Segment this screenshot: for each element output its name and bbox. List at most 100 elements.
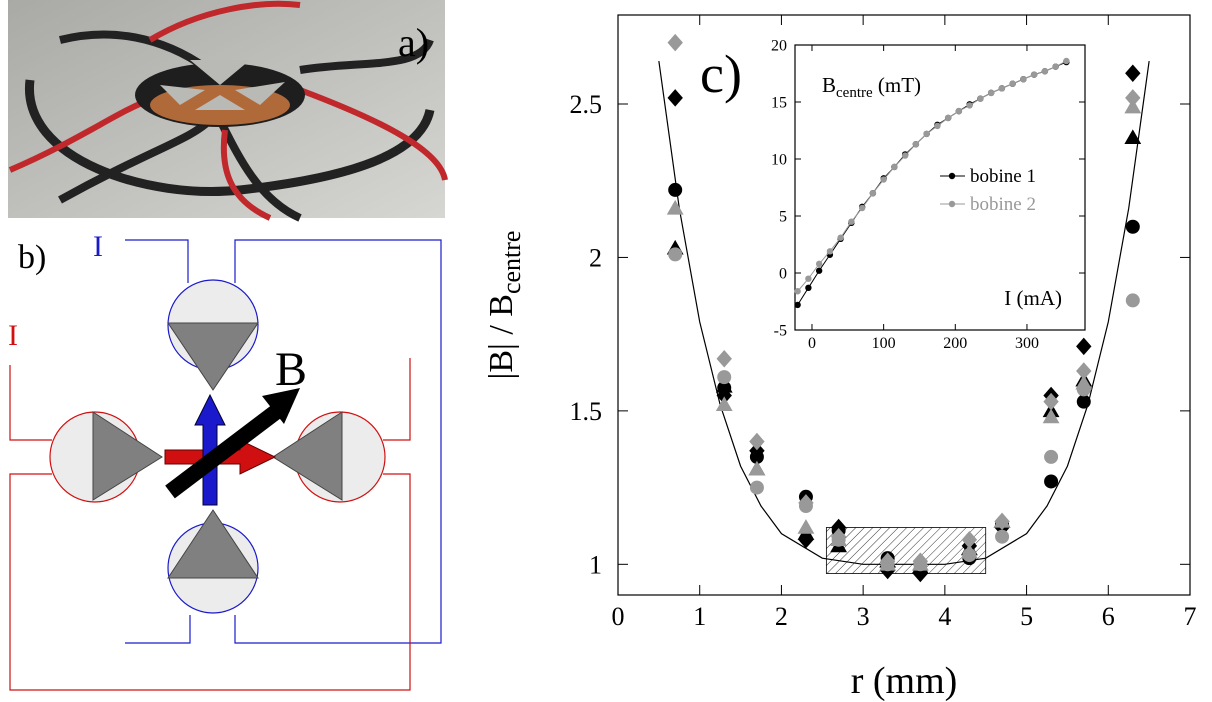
marker — [879, 555, 897, 571]
marker — [798, 494, 814, 512]
panel-label: b) — [18, 239, 46, 276]
marker — [998, 85, 1006, 92]
marker — [966, 102, 973, 109]
y-axis-label-unit: (mT) — [873, 73, 921, 97]
marker — [815, 267, 823, 274]
marker — [1124, 129, 1142, 145]
marker — [667, 33, 683, 52]
marker — [1125, 64, 1141, 83]
marker — [716, 349, 732, 368]
marker — [869, 190, 877, 197]
marker — [715, 377, 733, 393]
marker — [749, 432, 765, 451]
marker — [826, 248, 834, 255]
marker — [794, 301, 801, 309]
marker — [1075, 374, 1093, 390]
x-tick-label: 2 — [775, 602, 788, 631]
y-tick-label: 15 — [771, 95, 787, 112]
marker — [815, 260, 823, 268]
inset-chart: 0 100 200 300 -5 0 5 10 15 20 bobine 1 bobine 2 I (m… — [771, 38, 1086, 352]
marker — [716, 386, 732, 405]
marker — [923, 130, 930, 138]
x-tick-label: 1 — [693, 602, 706, 631]
legend-marker — [948, 172, 956, 180]
y-tick-label: 5 — [779, 209, 787, 226]
legend-label: bobine 2 — [970, 194, 1036, 215]
x-tick-label: 100 — [872, 335, 896, 352]
marker — [1124, 98, 1142, 114]
marker — [805, 284, 812, 292]
x-tick-label: 200 — [943, 335, 967, 352]
marker — [934, 122, 941, 130]
y-tick-label: 1 — [589, 550, 602, 579]
x-tick-label: 3 — [857, 602, 870, 631]
field-label: B — [275, 343, 307, 396]
x-tick-label: 0 — [612, 602, 625, 631]
photo: a) — [8, 0, 448, 222]
y-tick-label: 2.5 — [570, 90, 603, 119]
marker — [797, 519, 815, 534]
x-tick-label: 300 — [1015, 335, 1039, 352]
marker — [1076, 394, 1091, 409]
marker — [1044, 449, 1059, 464]
plot-frame — [617, 14, 1191, 596]
x-tick-label: 6 — [1102, 602, 1115, 631]
x-axis-label: r (mm) — [851, 660, 958, 702]
panel-label: c) — [700, 44, 742, 104]
marker — [830, 518, 847, 537]
marker — [891, 163, 898, 171]
marker — [1042, 408, 1060, 424]
marker — [858, 204, 866, 212]
x-tick-label: 0 — [808, 335, 816, 352]
marker — [749, 442, 765, 460]
marker — [1052, 63, 1059, 70]
marker — [1076, 362, 1092, 380]
marker — [993, 512, 1011, 528]
marker — [667, 89, 683, 107]
y-tick-label: 10 — [771, 152, 787, 169]
current-label: I — [8, 319, 18, 352]
marker — [961, 531, 978, 549]
marker — [837, 234, 844, 241]
y-axis-label: Bcentre (mT) — [822, 73, 921, 101]
x-tick-label: 7 — [1184, 602, 1197, 631]
marker — [1076, 337, 1092, 356]
marker — [1044, 474, 1059, 489]
y-tick-label: 1.5 — [570, 397, 603, 426]
x-tick-label: 4 — [938, 602, 951, 631]
marker — [901, 152, 909, 159]
inset-background — [795, 45, 1085, 330]
marker — [912, 140, 920, 148]
current-label: I — [93, 230, 103, 263]
marker — [944, 114, 952, 122]
y-axis-label: |B| / Bcentre — [483, 231, 526, 380]
marker — [805, 275, 812, 282]
marker — [1009, 80, 1016, 87]
y-axis-label-main: |B| / B — [483, 294, 520, 379]
marker — [848, 218, 855, 225]
y-tick-label: -5 — [774, 323, 787, 340]
y-tick-label: 20 — [771, 38, 787, 55]
y-axis-label-sub: centre — [497, 231, 526, 295]
marker — [668, 182, 683, 197]
marker — [1125, 219, 1140, 234]
marker — [960, 543, 978, 559]
marker — [715, 396, 733, 412]
marker — [830, 531, 848, 547]
marker — [987, 89, 995, 97]
diagram: b) I I B — [8, 230, 442, 691]
marker — [1030, 71, 1038, 78]
marker — [977, 95, 984, 102]
marker — [1020, 76, 1027, 83]
main-chart: 0 1 2 3 4 5 6 711.522.5c)r (mm)|B| / Bcentre — [483, 14, 1197, 702]
marker — [1043, 392, 1059, 411]
marker — [668, 247, 683, 262]
y-axis-label-main: B — [822, 73, 836, 97]
marker — [1063, 57, 1070, 65]
marker — [880, 176, 887, 183]
y-tick-label: 2 — [589, 244, 602, 273]
legend-label: bobine 1 — [970, 166, 1036, 187]
marker — [1125, 89, 1141, 107]
